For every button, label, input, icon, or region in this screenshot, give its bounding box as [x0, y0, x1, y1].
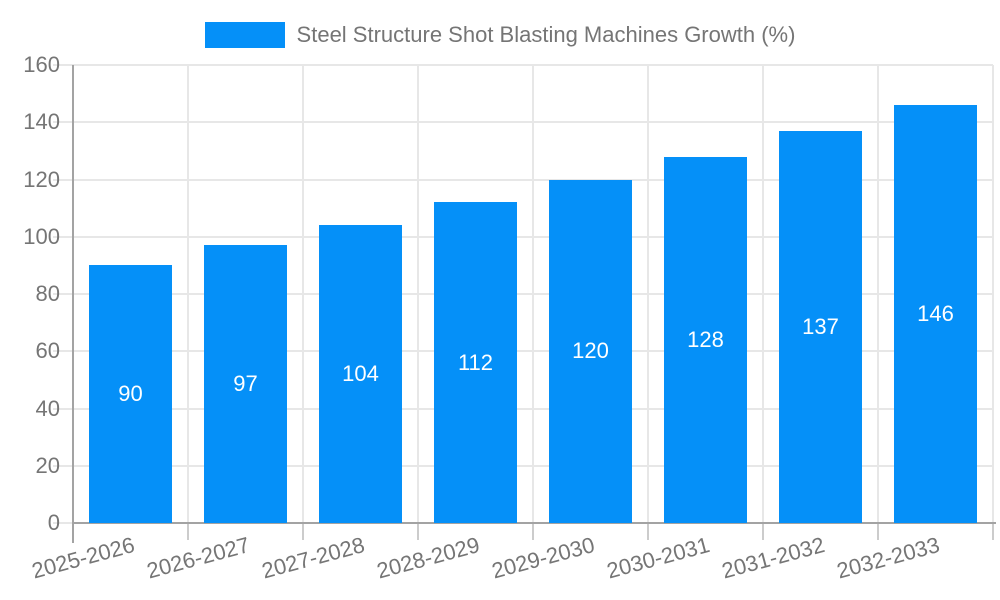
x-tick — [532, 524, 534, 540]
bar-value-label: 146 — [917, 301, 954, 327]
gridline-v — [532, 65, 534, 523]
bar — [89, 265, 172, 523]
x-tick — [877, 524, 879, 540]
x-tick — [302, 524, 304, 540]
bar-value-label: 137 — [802, 313, 839, 339]
gridline-h — [53, 235, 993, 238]
y-tick-label: 40 — [35, 395, 60, 421]
legend-label: Steel Structure Shot Blasting Machines G… — [296, 22, 796, 47]
gridline-v — [762, 65, 764, 523]
x-tick-label: 2028-2029 — [373, 532, 482, 584]
y-axis-line — [72, 65, 74, 543]
bar — [894, 105, 977, 523]
x-tick — [992, 524, 994, 540]
gridline-h — [53, 64, 993, 66]
gridline-h — [53, 350, 993, 353]
x-tick — [762, 524, 764, 540]
gridline-v — [877, 65, 879, 523]
bar-value-label: 97 — [233, 371, 258, 397]
y-tick-label: 120 — [23, 166, 60, 192]
x-tick-label: 2032-2033 — [833, 532, 942, 584]
bar-value-label: 104 — [342, 361, 379, 387]
bar — [434, 202, 517, 523]
x-tick-label: 2027-2028 — [258, 532, 367, 584]
y-tick-label: 60 — [35, 338, 60, 364]
x-tick-label: 2030-2031 — [603, 532, 712, 584]
legend-swatch — [204, 22, 285, 48]
gridline-v — [992, 65, 994, 523]
x-tick-label: 2031-2032 — [718, 532, 827, 584]
bar — [779, 130, 862, 523]
bar-value-label: 128 — [687, 326, 724, 352]
gridline-v — [647, 65, 649, 523]
bar-value-label: 112 — [457, 349, 494, 375]
y-tick-label: 160 — [23, 52, 60, 77]
gridline-v — [187, 65, 189, 523]
y-tick-label: 20 — [35, 452, 60, 478]
legend-item[interactable]: Steel Structure Shot Blasting Machines G… — [0, 22, 1000, 48]
gridline-h — [53, 121, 993, 124]
gridline-v — [417, 65, 419, 523]
y-tick-label: 140 — [23, 109, 60, 135]
bar — [204, 245, 287, 523]
y-tick-label: 80 — [35, 281, 60, 306]
gridline-v — [302, 65, 304, 523]
x-tick — [187, 524, 189, 540]
gridline-h — [53, 407, 993, 410]
bar-value-label: 90 — [118, 381, 143, 407]
bar — [319, 225, 402, 523]
y-tick-label: 100 — [23, 223, 60, 249]
x-tick-label: 2025-2026 — [28, 532, 137, 584]
x-axis-line — [72, 522, 996, 524]
bar-value-label: 120 — [572, 338, 609, 364]
x-tick — [647, 524, 649, 540]
x-tick-label: 2029-2030 — [488, 532, 597, 584]
gridline-h — [53, 178, 993, 181]
gridline-h — [53, 464, 993, 467]
bar — [549, 179, 632, 523]
y-tick-label: 0 — [47, 510, 60, 535]
x-tick-label: 2026-2027 — [143, 532, 252, 584]
bar — [664, 156, 747, 523]
gridline-h — [53, 293, 993, 295]
x-tick — [417, 524, 419, 540]
